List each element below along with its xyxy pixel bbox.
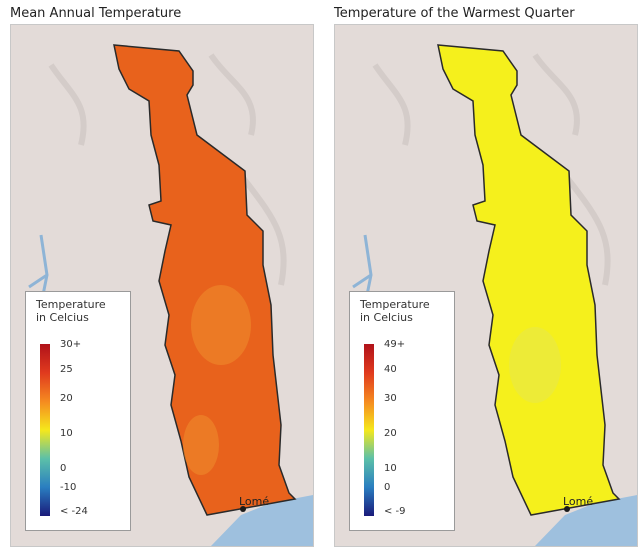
temperature-patch [183,415,219,475]
map-frame: Lomé Temperature in Celcius 49+ 40 30 20… [334,24,638,547]
legend-tick: 0 [384,482,391,493]
legend-color-bar [40,344,50,516]
legend-title-line1: Temperature [36,298,106,311]
legend-tick: 25 [60,364,73,375]
legend-tick: 10 [384,463,397,474]
map-frame: Lomé Temperature in Celcius 30+ 25 20 10… [10,24,314,547]
legend-tick: < -9 [384,506,406,517]
legend: Temperature in Celcius 30+ 25 20 10 0 -1… [25,291,131,531]
legend-tick: 20 [60,393,73,404]
legend-tick: 49+ [384,339,406,350]
ocean [535,495,637,546]
ocean [211,495,313,546]
mean-annual-temperature-panel: Mean Annual Temperature Lomé Temperature… [10,0,314,549]
relief-shading [372,53,611,286]
panel-title: Temperature of the Warmest Quarter [334,6,575,21]
legend-title-line2: in Celcius [360,311,413,324]
legend-tick: 20 [384,428,397,439]
legend-tick: 10 [60,428,73,439]
legend: Temperature in Celcius 49+ 40 30 20 10 0… [349,291,455,531]
temperature-patch [509,327,561,403]
legend-tick: 40 [384,364,397,375]
temperature-patch [191,285,251,365]
legend-title-line2: in Celcius [36,311,89,324]
legend-tick: < -24 [60,506,88,517]
country-shape [437,44,621,516]
country-shape [113,44,297,516]
legend-title-line1: Temperature [360,298,430,311]
legend-title: Temperature in Celcius [360,298,430,324]
city-marker [240,506,246,512]
legend-tick: 0 [60,463,67,474]
legend-tick: 30 [384,393,397,404]
legend-title: Temperature in Celcius [36,298,106,324]
panel-title: Mean Annual Temperature [10,6,182,21]
city-label-lome: Lomé [563,495,594,508]
legend-tick: -10 [60,482,77,493]
city-label-lome: Lomé [239,495,270,508]
relief-shading [48,53,287,286]
legend-tick: 30+ [60,339,82,350]
legend-color-bar [364,344,374,516]
city-marker [564,506,570,512]
warmest-quarter-temperature-panel: Temperature of the Warmest Quarter Lomé … [334,0,638,549]
